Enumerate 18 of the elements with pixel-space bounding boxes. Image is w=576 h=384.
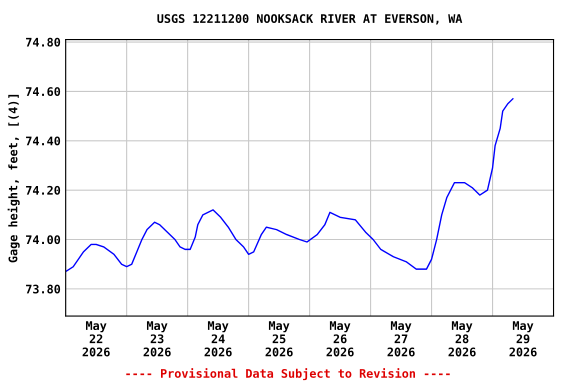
x-tick-label: May 26 2026	[326, 321, 354, 356]
x-tick-label: May 27 2026	[388, 321, 415, 356]
y-tick-label: 74.00	[26, 235, 60, 244]
y-tick-label: 73.80	[26, 284, 60, 294]
text: ---- Provisional Data Subject to Revision ----	[126, 368, 450, 380]
x-tick-label: May 23 2026	[144, 321, 171, 356]
x-tick-label: May 28 2026	[448, 321, 476, 356]
x-tick-label: May 24 2026	[204, 321, 232, 356]
y-tick-label: 74.60	[26, 87, 60, 96]
x-tick-label: May 22 2026	[82, 321, 110, 356]
y-tick-label: 74.20	[26, 186, 60, 195]
x-tick-label: May 25 2026	[266, 321, 293, 356]
y-tick-label: 74.40	[26, 136, 60, 146]
line-series	[66, 98, 514, 272]
y-tick-label: 74.80	[26, 38, 60, 47]
x-tick-label: May 29 2026	[509, 321, 537, 356]
y-axis-title: Gage height, feet, [(4)]	[8, 94, 20, 262]
chart-title: USGS 12211200 NOOKSACK RIVER AT EVERSON, WA	[157, 14, 462, 25]
